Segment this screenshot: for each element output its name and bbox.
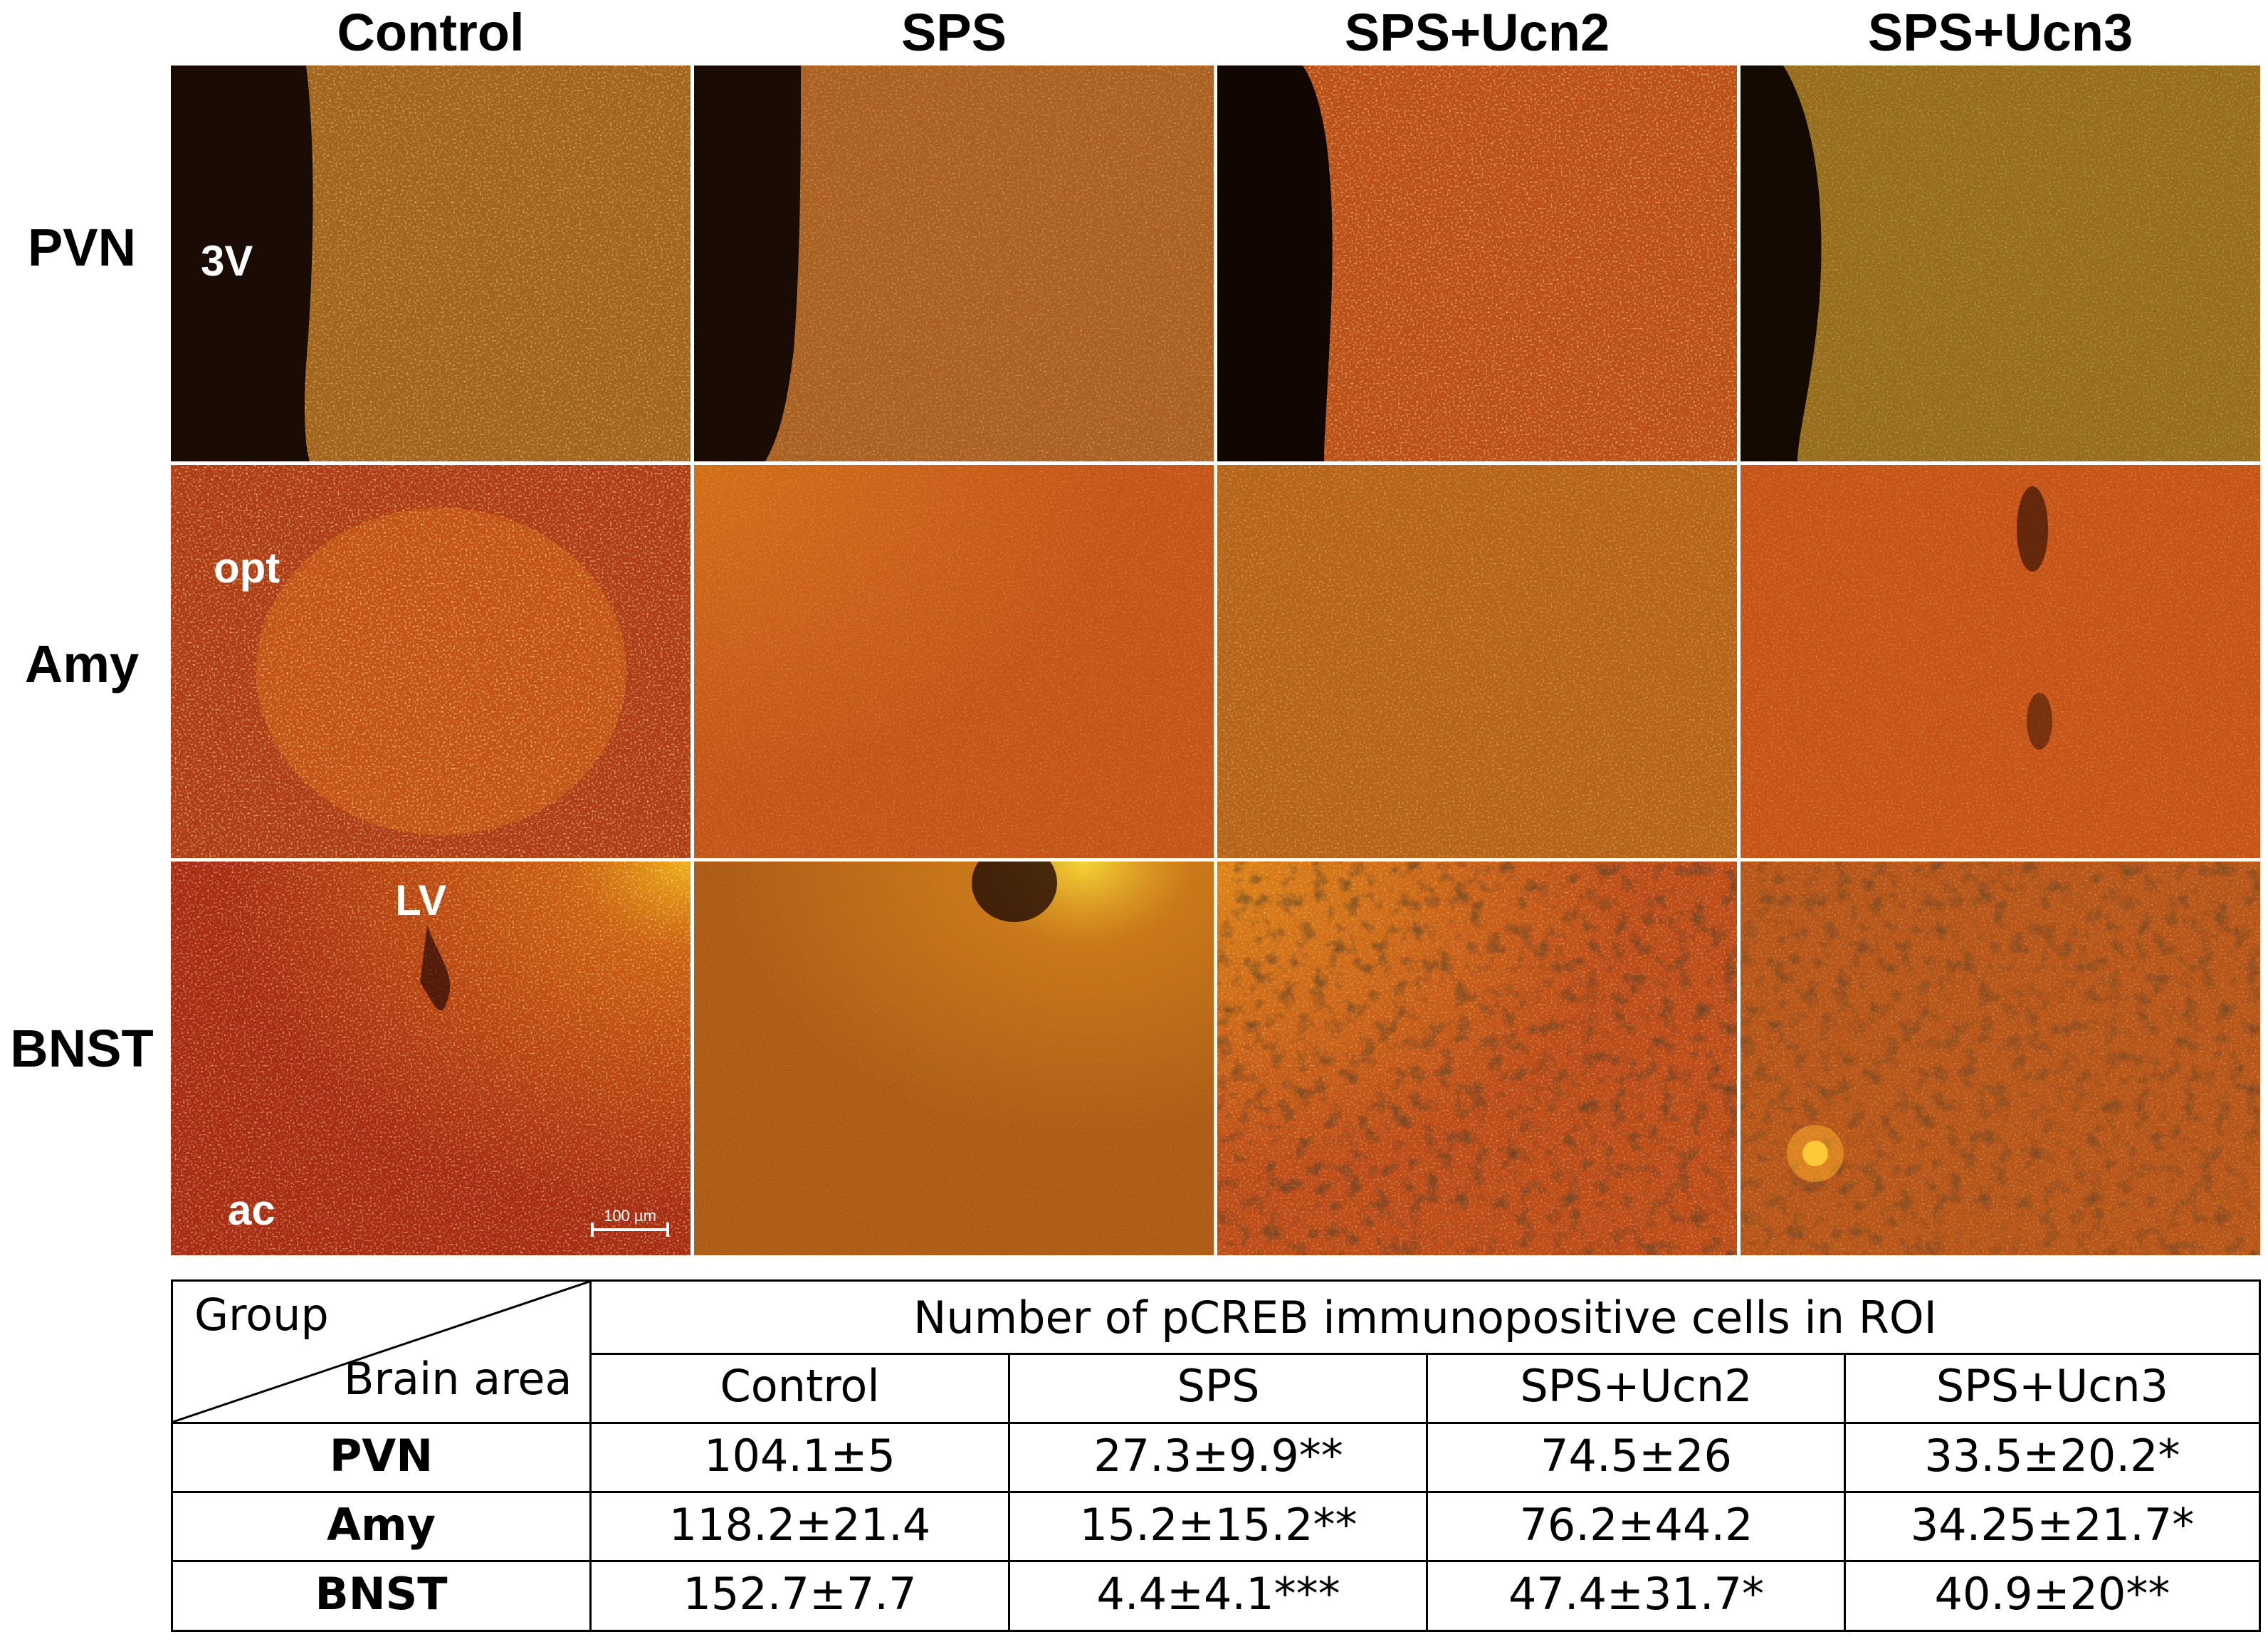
corner-group-label: Group — [194, 1289, 329, 1341]
scale-bar-label: 100 µm — [604, 1207, 656, 1225]
row-heading-pvn: PVN — [27, 218, 137, 277]
panel-amy-sps-ucn2 — [1217, 465, 1737, 858]
panel-pvn-sps-ucn3 — [1741, 66, 2260, 461]
table-cell: 34.25±21.7* — [1910, 1499, 2195, 1551]
label-3v: 3V — [201, 237, 253, 285]
panel-pvn-sps — [694, 66, 1214, 461]
table-divider — [173, 1491, 2259, 1493]
corner-diagonal — [173, 1282, 589, 1422]
table-cell: 15.2±15.2** — [1079, 1499, 1358, 1551]
table-cell: 152.7±7.7 — [683, 1568, 917, 1620]
scale-bar-line — [591, 1223, 669, 1237]
panel-amy-control: opt — [171, 465, 691, 858]
row-heading-amy: Amy — [24, 634, 140, 693]
table-divider — [589, 1282, 592, 1630]
table-col-sps-ucn2: SPS+Ucn2 — [1520, 1360, 1753, 1412]
col-heading-sps: SPS — [901, 3, 1007, 62]
table-cell: 74.5±26 — [1540, 1430, 1732, 1482]
col-heading-control: Control — [337, 3, 525, 62]
table-col-sps: SPS — [1177, 1360, 1260, 1412]
table-cell: 47.4±31.7* — [1508, 1568, 1765, 1620]
table-row-label-pvn: PVN — [329, 1430, 434, 1482]
label-lv: LV — [395, 876, 447, 924]
panel-pvn-control: 3V — [171, 66, 691, 461]
col-heading-sps-ucn2: SPS+Ucn2 — [1344, 3, 1610, 62]
panel-bnst-sps-ucn2 — [1217, 862, 1737, 1255]
panel-bnst-sps-ucn3 — [1741, 862, 2260, 1255]
table-cell: 4.4±4.1*** — [1096, 1568, 1340, 1620]
table-cell: 33.5±20.2* — [1924, 1430, 2180, 1482]
panel-amy-sps — [694, 465, 1214, 858]
table-title: Number of pCREB immunopositive cells in … — [913, 1292, 1937, 1344]
label-ac: ac — [228, 1186, 275, 1234]
table-row-label-bnst: BNST — [315, 1568, 448, 1620]
pcreb-table: Group Brain area Number of pCREB immunop… — [171, 1279, 2261, 1632]
table-divider — [173, 1560, 2259, 1562]
label-opt: opt — [214, 544, 280, 592]
table-cell: 27.3±9.9** — [1093, 1430, 1343, 1482]
panel-bnst-sps — [694, 862, 1214, 1255]
panel-pvn-sps-ucn2 — [1217, 66, 1737, 461]
table-divider — [173, 1422, 2259, 1424]
table-row-label-amy: Amy — [326, 1499, 436, 1551]
table-cell: 104.1±5 — [704, 1430, 896, 1482]
panel-amy-sps-ucn3 — [1741, 465, 2260, 858]
corner-brain-area-label: Brain area — [344, 1353, 572, 1405]
table-cell: 76.2±44.2 — [1519, 1499, 1753, 1551]
scale-bar: 100 µm — [591, 1207, 669, 1237]
panel-bnst-control: LV ac 100 µm — [171, 862, 691, 1255]
table-cell: 40.9±20** — [1934, 1568, 2170, 1620]
table-cell: 118.2±21.4 — [668, 1499, 931, 1551]
table-col-sps-ucn3: SPS+Ucn3 — [1936, 1360, 2169, 1412]
col-heading-sps-ucn3: SPS+Ucn3 — [1867, 3, 2133, 62]
table-divider — [589, 1353, 2259, 1355]
table-col-control: Control — [720, 1360, 880, 1412]
row-heading-bnst: BNST — [10, 1019, 154, 1078]
